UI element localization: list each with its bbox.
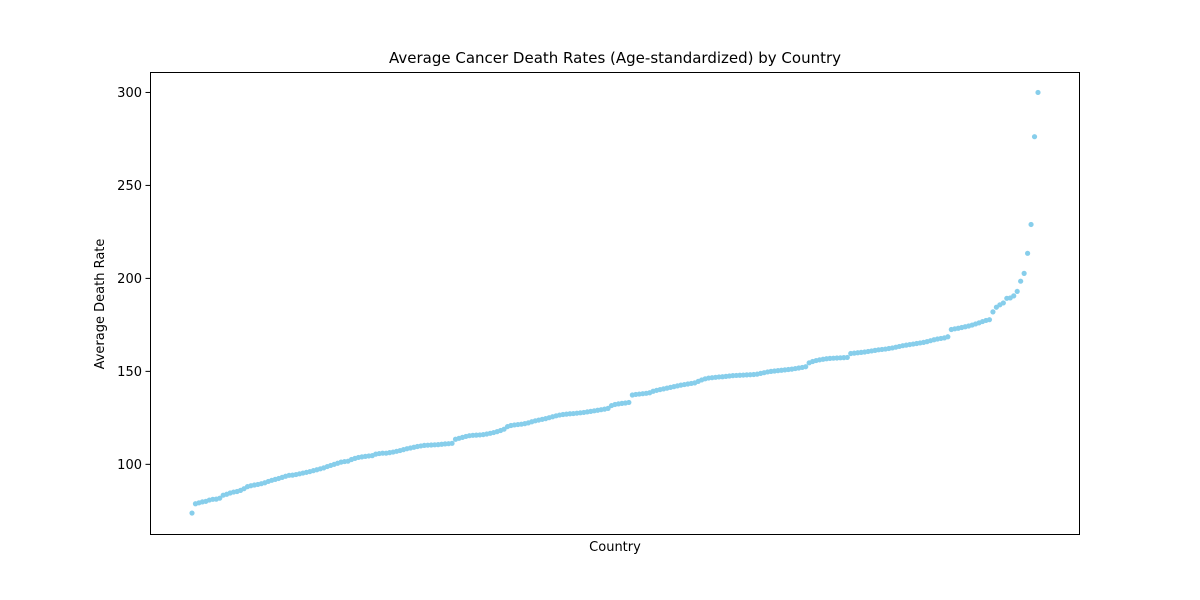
data-point: [1028, 221, 1034, 228]
data-point: [449, 440, 455, 446]
y-tick-label: 100: [117, 458, 142, 473]
data-point: [605, 405, 611, 411]
y-axis-label: Average Death Rate: [93, 239, 108, 370]
chart-title: Average Cancer Death Rates (Age-standard…: [389, 49, 841, 67]
data-point: [986, 317, 993, 323]
y-tick-label: 150: [117, 365, 142, 380]
data-point: [1021, 270, 1027, 276]
data-point: [626, 399, 632, 406]
data-point: [1018, 278, 1024, 284]
y-axis-ticks: 100 150 200 250 300: [117, 86, 150, 473]
data-point: [990, 309, 996, 315]
data-point: [1035, 89, 1041, 96]
data-point: [1014, 288, 1020, 295]
data-point: [189, 510, 195, 516]
data-point: [803, 364, 809, 370]
data-point: [217, 495, 223, 501]
data-point: [1000, 300, 1006, 306]
plot-area-frame: [150, 72, 1080, 535]
data-point: [945, 334, 951, 340]
y-tick-label: 250: [117, 179, 142, 194]
y-tick-label: 300: [117, 86, 142, 101]
data-point: [1025, 250, 1031, 256]
data-points: [189, 89, 1041, 516]
data-point: [1011, 293, 1017, 299]
y-tick-label: 200: [117, 272, 142, 287]
data-point: [844, 354, 850, 361]
data-point: [1031, 134, 1038, 140]
x-axis-label: Country: [589, 540, 641, 555]
